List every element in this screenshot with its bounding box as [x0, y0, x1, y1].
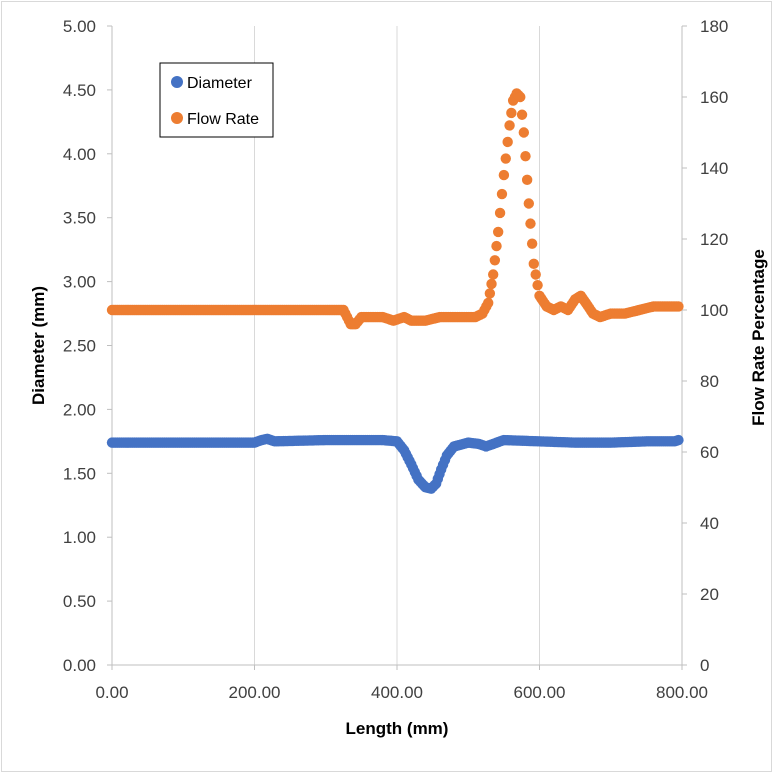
y2-tick-label: 180 [700, 17, 728, 36]
data-point [489, 255, 501, 266]
data-point [528, 258, 539, 270]
data-point [496, 188, 508, 200]
y-tick-label: 4.50 [63, 81, 96, 100]
x-tick-label: 400.00 [371, 683, 423, 702]
y-tick-label: 1.50 [63, 464, 96, 483]
data-point [520, 150, 531, 162]
data-point [500, 153, 511, 164]
y2-tick-label: 0 [700, 656, 709, 675]
data-point [486, 278, 497, 290]
y2-tick-label: 80 [700, 372, 719, 391]
y-tick-label: 3.00 [63, 273, 96, 292]
y-tick-label: 0.50 [63, 592, 96, 611]
y2-tick-label: 120 [700, 230, 728, 249]
y-axis-title: Diameter (mm) [29, 286, 48, 405]
data-point [525, 218, 536, 229]
y2-axis-title: Flow Rate Percentage [749, 249, 768, 426]
data-point [498, 169, 510, 181]
data-point [526, 238, 538, 249]
y-tick-label: 1.00 [63, 528, 96, 547]
y-tick-label: 3.50 [63, 209, 96, 228]
legend: Diameter Flow Rate [159, 62, 274, 138]
data-point [491, 240, 502, 252]
data-point [521, 174, 533, 186]
y2-tick-label: 160 [700, 88, 728, 107]
x-axis-title: Length (mm) [346, 719, 449, 738]
y-tick-label: 2.50 [63, 337, 96, 356]
data-point [523, 198, 535, 209]
data-point [530, 269, 541, 280]
data-point [516, 109, 528, 120]
axes: 0.00 200.00 400.00 600.00 800.00 0.00 0.50 1.00… [29, 17, 768, 738]
series-flow-rate [106, 88, 684, 330]
gridlines [254, 26, 540, 665]
y2-tick-label: 20 [700, 585, 719, 604]
legend-box [159, 62, 274, 138]
data-point [673, 434, 684, 446]
y-tick-label: 2.00 [63, 400, 96, 419]
y-tick-label: 0.00 [63, 656, 96, 675]
legend-marker [171, 112, 183, 124]
legend-label: Diameter [187, 75, 253, 92]
x-tick-label: 0.00 [95, 683, 128, 702]
x-tick-label: 800.00 [656, 683, 708, 702]
data-point [494, 207, 506, 219]
data-point [492, 226, 504, 238]
data-point [502, 136, 513, 148]
data-point [532, 279, 543, 291]
series-marks [106, 88, 684, 494]
data-point [673, 301, 684, 312]
y-tick-label: 4.00 [63, 145, 96, 164]
y2-tick-label: 40 [700, 514, 719, 533]
y2-tick-label: 60 [700, 443, 719, 462]
data-point [518, 127, 530, 138]
data-point [506, 107, 517, 119]
legend-marker [171, 76, 183, 88]
x-tick-label: 200.00 [229, 683, 281, 702]
data-point [487, 269, 499, 280]
x-tick-label: 600.00 [514, 683, 566, 702]
legend-label: Flow Rate [187, 111, 259, 128]
series-diameter [106, 433, 684, 494]
y-tick-label: 5.00 [63, 17, 96, 36]
y2-tick-label: 100 [700, 301, 728, 320]
data-point [483, 297, 494, 309]
y2-tick-label: 140 [700, 159, 728, 178]
data-point [484, 288, 496, 299]
data-point [504, 120, 515, 131]
data-point [515, 91, 526, 103]
